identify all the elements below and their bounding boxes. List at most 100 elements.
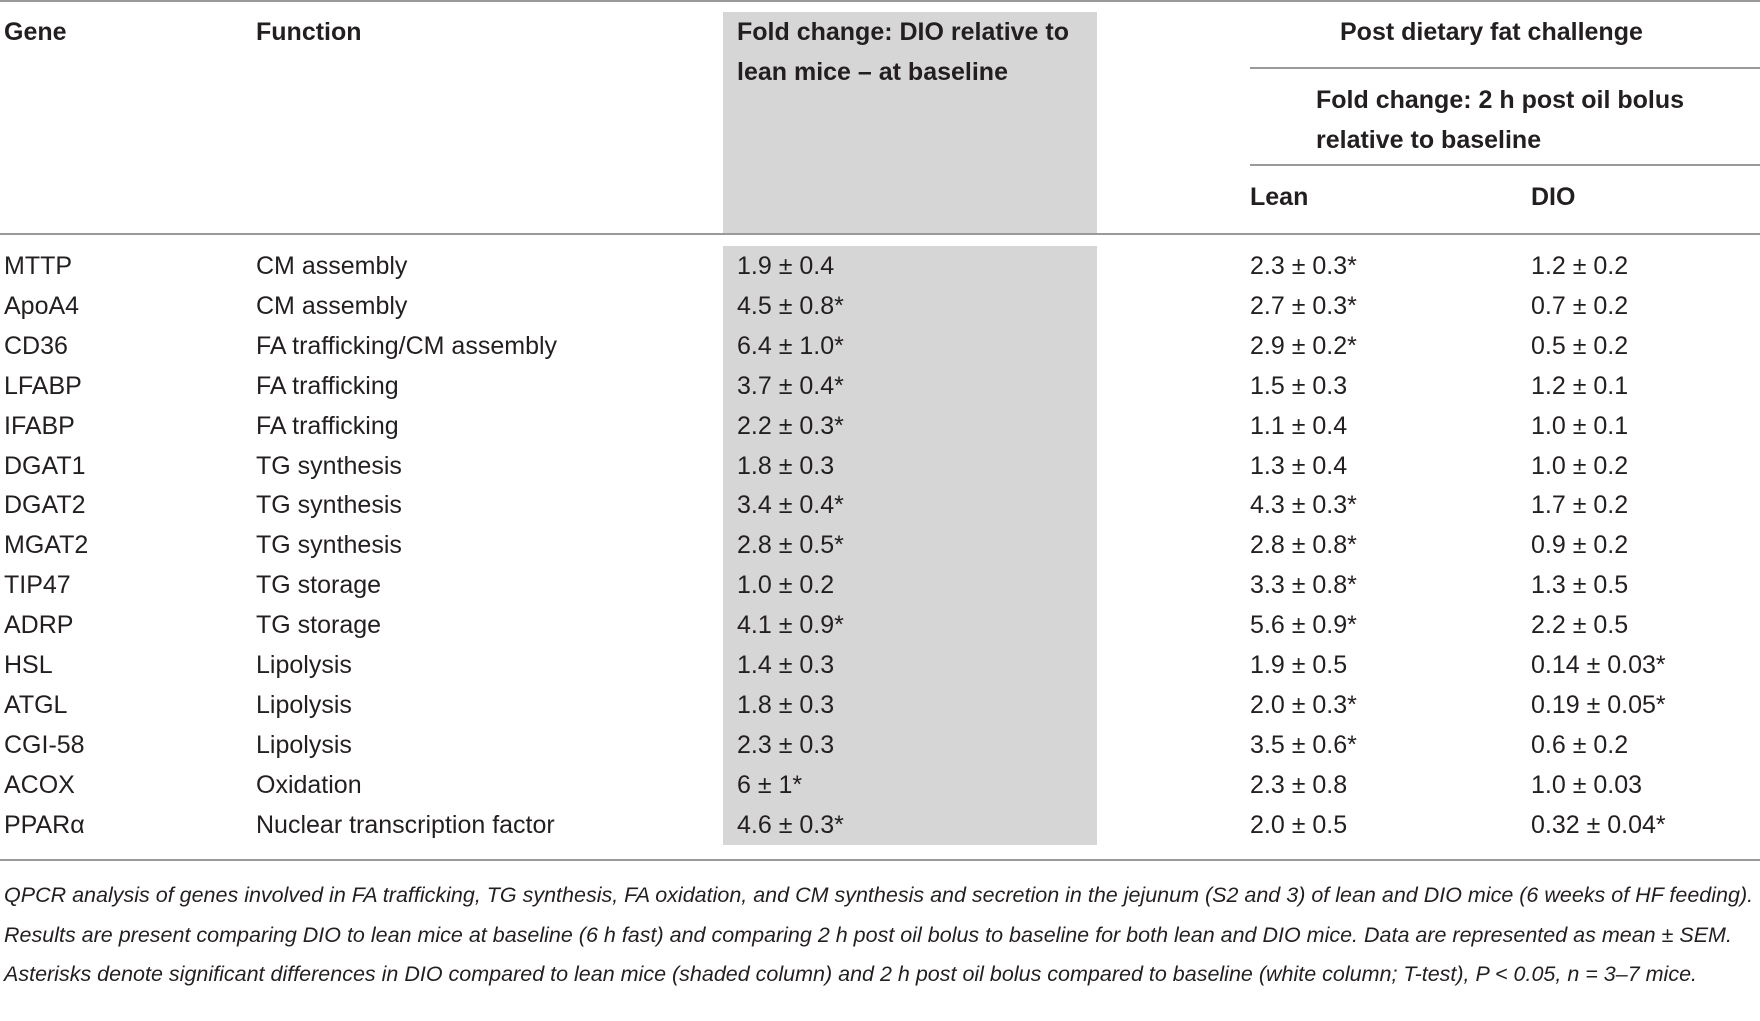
- table-row: ApoA4 CM assembly 4.5 ± 0.8* 2.7 ± 0.3* 0.7 …: [0, 286, 1760, 326]
- header-post-dietary-fat-challenge: Post dietary fat challenge: [1340, 18, 1643, 46]
- cell-dio: 1.2 ± 0.1: [1531, 371, 1629, 400]
- cell-function: FA trafficking: [256, 371, 399, 400]
- table-row: DGAT2 TG synthesis 3.4 ± 0.4* 4.3 ± 0.3* 1.7…: [0, 485, 1760, 525]
- cell-gene: ADRP: [4, 611, 74, 640]
- cell-lean: 3.3 ± 0.8*: [1250, 571, 1357, 600]
- cell-gene: MTTP: [4, 252, 73, 280]
- cell-lean: 2.8 ± 0.8*: [1250, 531, 1357, 560]
- cell-dio: 0.5 ± 0.2: [1531, 331, 1629, 360]
- cell-lean: 3.5 ± 0.6*: [1250, 730, 1357, 759]
- cell-baseline: 2.8 ± 0.5*: [737, 531, 844, 560]
- cell-dio: 0.32 ± 0.04*: [1531, 810, 1666, 839]
- cell-gene: ATGL: [4, 690, 68, 719]
- cell-gene: CD36: [4, 331, 68, 360]
- cell-baseline: 1.4 ± 0.3: [737, 651, 835, 679]
- cell-function: TG storage: [256, 611, 382, 640]
- cell-baseline: 2.2 ± 0.3*: [737, 411, 844, 440]
- cell-lean: 4.3 ± 0.3*: [1250, 491, 1357, 520]
- cell-dio: 0.7 ± 0.2: [1531, 291, 1629, 320]
- cell-gene: HSL: [4, 651, 53, 679]
- cell-function: TG storage: [256, 571, 382, 600]
- cell-baseline: 3.4 ± 0.4*: [737, 491, 844, 520]
- cell-lean: 2.7 ± 0.3*: [1250, 291, 1357, 320]
- cell-lean: 2.3 ± 0.8: [1250, 770, 1348, 799]
- cell-baseline: 4.6 ± 0.3*: [737, 810, 844, 839]
- header-bottom-rule: [0, 233, 1760, 235]
- cell-gene: DGAT2: [4, 491, 86, 520]
- table-row: ACOX Oxidation 6 ± 1* 2.3 ± 0.8 1.0 ± 0.03: [0, 765, 1760, 805]
- header-dio: DIO: [1531, 183, 1576, 211]
- cell-baseline: 4.1 ± 0.9*: [737, 611, 844, 640]
- header-fold-change-post: Fold change: 2 h post oil bolus relative…: [1316, 86, 1685, 154]
- cell-gene: IFABP: [4, 411, 75, 440]
- cell-dio: 2.2 ± 0.5: [1531, 611, 1629, 640]
- cell-baseline: 1.8 ± 0.3: [737, 451, 835, 480]
- header-function: Function: [256, 18, 362, 46]
- cell-lean: 5.6 ± 0.9*: [1250, 611, 1357, 640]
- cell-baseline: 1.8 ± 0.3: [737, 690, 835, 719]
- cell-function: Lipolysis: [256, 730, 352, 759]
- table-caption: QPCR analysis of genes involved in FA tr…: [4, 883, 1754, 986]
- cell-function: TG synthesis: [256, 531, 402, 560]
- cell-gene: CGI-58: [4, 730, 85, 759]
- table-row: ATGL Lipolysis 1.8 ± 0.3 2.0 ± 0.3* 0.19 ± 0…: [0, 685, 1760, 725]
- cell-function: Nuclear transcription factor: [256, 810, 555, 839]
- cell-baseline: 2.3 ± 0.3: [737, 730, 835, 759]
- cell-function: TG synthesis: [256, 451, 402, 480]
- cell-lean: 2.3 ± 0.3*: [1250, 252, 1357, 280]
- cell-gene: ApoA4: [4, 291, 80, 320]
- table-row: DGAT1 TG synthesis 1.8 ± 0.3 1.3 ± 0.4 1.0 ±…: [0, 446, 1760, 486]
- cell-function: CM assembly: [256, 252, 408, 280]
- cell-lean: 2.0 ± 0.3*: [1250, 690, 1357, 719]
- cell-dio: 1.0 ± 0.1: [1531, 411, 1629, 440]
- cell-baseline: 1.0 ± 0.2: [737, 571, 835, 600]
- cell-baseline: 3.7 ± 0.4*: [737, 371, 844, 400]
- cell-lean: 2.0 ± 0.5: [1250, 810, 1348, 839]
- header-sub-rule-1: [1250, 67, 1760, 69]
- table-row: CGI-58 Lipolysis 2.3 ± 0.3 3.5 ± 0.6* 0.6 ± …: [0, 725, 1760, 765]
- cell-dio: 0.19 ± 0.05*: [1531, 690, 1666, 719]
- table-row: TIP47 TG storage 1.0 ± 0.2 3.3 ± 0.8* 1.3 ± …: [0, 565, 1760, 605]
- shaded-column-header: [723, 12, 1097, 234]
- cell-gene: LFABP: [4, 371, 82, 400]
- cell-function: FA trafficking: [256, 411, 399, 440]
- table-top-rule: [0, 0, 1760, 2]
- table-row: MGAT2 TG synthesis 2.8 ± 0.5* 2.8 ± 0.8* 0.9…: [0, 525, 1760, 565]
- cell-dio: 1.7 ± 0.2: [1531, 491, 1629, 520]
- table-row: PPARα Nuclear transcription factor 4.6 ± 0…: [0, 805, 1760, 845]
- cell-dio: 1.2 ± 0.2: [1531, 252, 1629, 280]
- table-row: MTTP CM assembly 1.9 ± 0.4 2.3 ± 0.3* 1.2 ± …: [0, 246, 1760, 286]
- cell-function: TG synthesis: [256, 491, 402, 520]
- cell-function: Oxidation: [256, 770, 362, 799]
- cell-baseline: 4.5 ± 0.8*: [737, 291, 844, 320]
- table-row: LFABP FA trafficking 3.7 ± 0.4* 1.5 ± 0.3 1.…: [0, 366, 1760, 406]
- table-row: ADRP TG storage 4.1 ± 0.9* 5.6 ± 0.9* 2.2 ± …: [0, 605, 1760, 645]
- cell-dio: 0.6 ± 0.2: [1531, 730, 1629, 759]
- cell-lean: 2.9 ± 0.2*: [1250, 331, 1357, 360]
- cell-dio: 0.14 ± 0.03*: [1531, 651, 1666, 679]
- table-row: CD36 FA trafficking/CM assembly 6.4 ± 1.0*…: [0, 326, 1760, 366]
- cell-dio: 1.0 ± 0.2: [1531, 451, 1629, 480]
- cell-lean: 1.9 ± 0.5: [1250, 651, 1348, 679]
- cell-dio: 1.3 ± 0.5: [1531, 571, 1629, 600]
- header-fold-change-baseline: Fold change: DIO relative to lean mice –…: [737, 18, 1069, 86]
- shaded-column-body: [723, 246, 1097, 845]
- cell-function: Lipolysis: [256, 651, 352, 679]
- header-lean: Lean: [1250, 183, 1309, 211]
- cell-gene: TIP47: [4, 571, 71, 600]
- cell-dio: 1.0 ± 0.03: [1531, 770, 1643, 799]
- cell-baseline: 6.4 ± 1.0*: [737, 331, 844, 360]
- table-bottom-rule: [0, 859, 1760, 861]
- header-sub-rule-2: [1250, 164, 1760, 166]
- cell-dio: 0.9 ± 0.2: [1531, 531, 1629, 560]
- cell-gene: MGAT2: [4, 531, 89, 560]
- cell-lean: 1.1 ± 0.4: [1250, 411, 1348, 440]
- header-gene: Gene: [4, 18, 67, 46]
- cell-gene: DGAT1: [4, 451, 86, 480]
- cell-lean: 1.5 ± 0.3: [1250, 371, 1348, 400]
- cell-gene: ACOX: [4, 770, 75, 799]
- cell-lean: 1.3 ± 0.4: [1250, 451, 1348, 480]
- cell-function: FA trafficking/CM assembly: [256, 331, 558, 360]
- cell-gene: PPARα: [4, 810, 85, 839]
- table-row: IFABP FA trafficking 2.2 ± 0.3* 1.1 ± 0.4 1.…: [0, 406, 1760, 446]
